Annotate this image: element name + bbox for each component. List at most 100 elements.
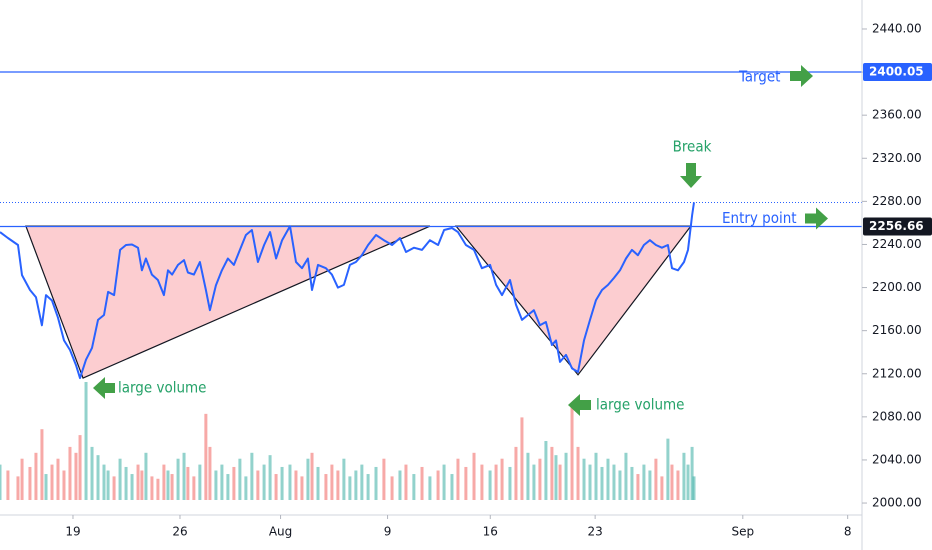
volume-bar <box>428 476 432 500</box>
volume-bar <box>280 466 284 500</box>
volume-bar <box>182 452 186 500</box>
volume-bar <box>588 464 592 500</box>
volume-bar <box>420 466 424 500</box>
pattern-triangle <box>25 225 431 379</box>
y-tick-label: 2200.00 <box>872 280 922 294</box>
volume-bar <box>612 464 616 500</box>
volume-bar <box>382 458 386 500</box>
volume-bar <box>480 464 484 500</box>
volume-bar <box>96 455 100 500</box>
y-tick-label: 2320.00 <box>872 151 922 165</box>
volume-bar <box>68 446 72 500</box>
volume-bar <box>50 464 54 500</box>
volume-bar <box>74 452 78 500</box>
volume-bar <box>464 466 468 500</box>
volume-bar <box>624 452 628 500</box>
volume-bar <box>558 464 562 500</box>
arrow-left <box>568 394 591 416</box>
volume-bar <box>618 470 622 500</box>
volume-bar <box>84 382 88 500</box>
volume-bar <box>90 446 94 500</box>
volume-bar <box>374 466 378 500</box>
y-tick-label: 2080.00 <box>872 409 922 423</box>
volume-bar <box>360 464 364 500</box>
volume-bar <box>666 438 670 500</box>
y-tick-label: 2160.00 <box>872 323 922 337</box>
volume-bar <box>192 476 196 500</box>
break-label: Break <box>673 138 712 156</box>
volume-bar <box>494 464 498 500</box>
volume-bar <box>336 470 340 500</box>
volume-bar <box>204 413 208 500</box>
volume-bar <box>316 466 320 500</box>
volume-bar <box>56 458 60 500</box>
volume-bar <box>554 455 558 500</box>
volume-bar <box>520 417 524 500</box>
volume-bar <box>600 466 604 500</box>
volume-bar <box>294 470 298 500</box>
volume-bar <box>508 466 512 500</box>
price-line <box>0 202 695 380</box>
volume-bar <box>532 464 536 500</box>
volume-bar <box>20 458 24 500</box>
volume-bar <box>636 474 640 500</box>
volume-bar <box>576 446 580 500</box>
volume-bar <box>442 464 446 500</box>
volume-bar <box>34 452 38 500</box>
volume-bar <box>648 470 652 500</box>
x-tick-label: 8 <box>844 525 852 539</box>
x-tick-label: 19 <box>65 525 80 539</box>
volume-bar <box>150 476 154 500</box>
volume-bar <box>564 452 568 500</box>
arrow-down <box>680 163 702 188</box>
volume-bar <box>262 464 266 500</box>
volume-bar <box>582 458 586 500</box>
y-tick-label: 2040.00 <box>872 452 922 466</box>
volume-bar <box>40 429 44 500</box>
volume-bar <box>232 466 236 500</box>
volume-bar <box>44 474 48 500</box>
volume-bar <box>514 446 518 500</box>
volume-bar <box>642 464 646 500</box>
volume-bar <box>166 470 170 500</box>
volume-bar <box>538 458 542 500</box>
pattern-triangle <box>454 225 693 376</box>
volume-bar <box>692 476 696 500</box>
volume-bar <box>500 458 504 500</box>
y-tick-label: 2440.00 <box>872 21 922 35</box>
volume-bar <box>130 474 134 500</box>
volume-bar <box>238 458 242 500</box>
arrow-right <box>790 65 813 88</box>
volume-note: large volume <box>596 396 684 414</box>
volume-bar <box>162 464 166 500</box>
volume-bar <box>606 458 610 500</box>
arrow-left <box>93 377 115 399</box>
volume-bar <box>176 458 180 500</box>
volume-bar <box>6 470 10 500</box>
volume-bar <box>354 470 358 500</box>
price-tag-label: 2256.66 <box>869 219 924 233</box>
volume-bar <box>550 446 554 500</box>
volume-bar <box>118 458 122 500</box>
volume-bar <box>348 476 352 500</box>
volume-bar <box>220 464 224 500</box>
volume-bar <box>570 405 574 500</box>
volume-bar <box>594 452 598 500</box>
volume-bar <box>630 466 634 500</box>
x-tick-label: Sep <box>731 525 754 539</box>
volume-bar <box>342 458 346 500</box>
volume-bar <box>450 474 454 500</box>
volume-bar <box>226 474 230 500</box>
volume-bar <box>686 464 690 500</box>
volume-bar <box>124 466 128 500</box>
volume-bar <box>654 458 658 500</box>
volume-bar <box>398 470 402 500</box>
volume-bar <box>170 474 174 500</box>
volume-bar <box>156 478 160 500</box>
volume-bar <box>28 466 32 500</box>
volume-bar <box>198 464 202 500</box>
x-tick-label: 9 <box>384 525 392 539</box>
volume-bar <box>412 474 416 500</box>
y-tick-label: 2120.00 <box>872 366 922 380</box>
volume-bar <box>366 474 370 500</box>
